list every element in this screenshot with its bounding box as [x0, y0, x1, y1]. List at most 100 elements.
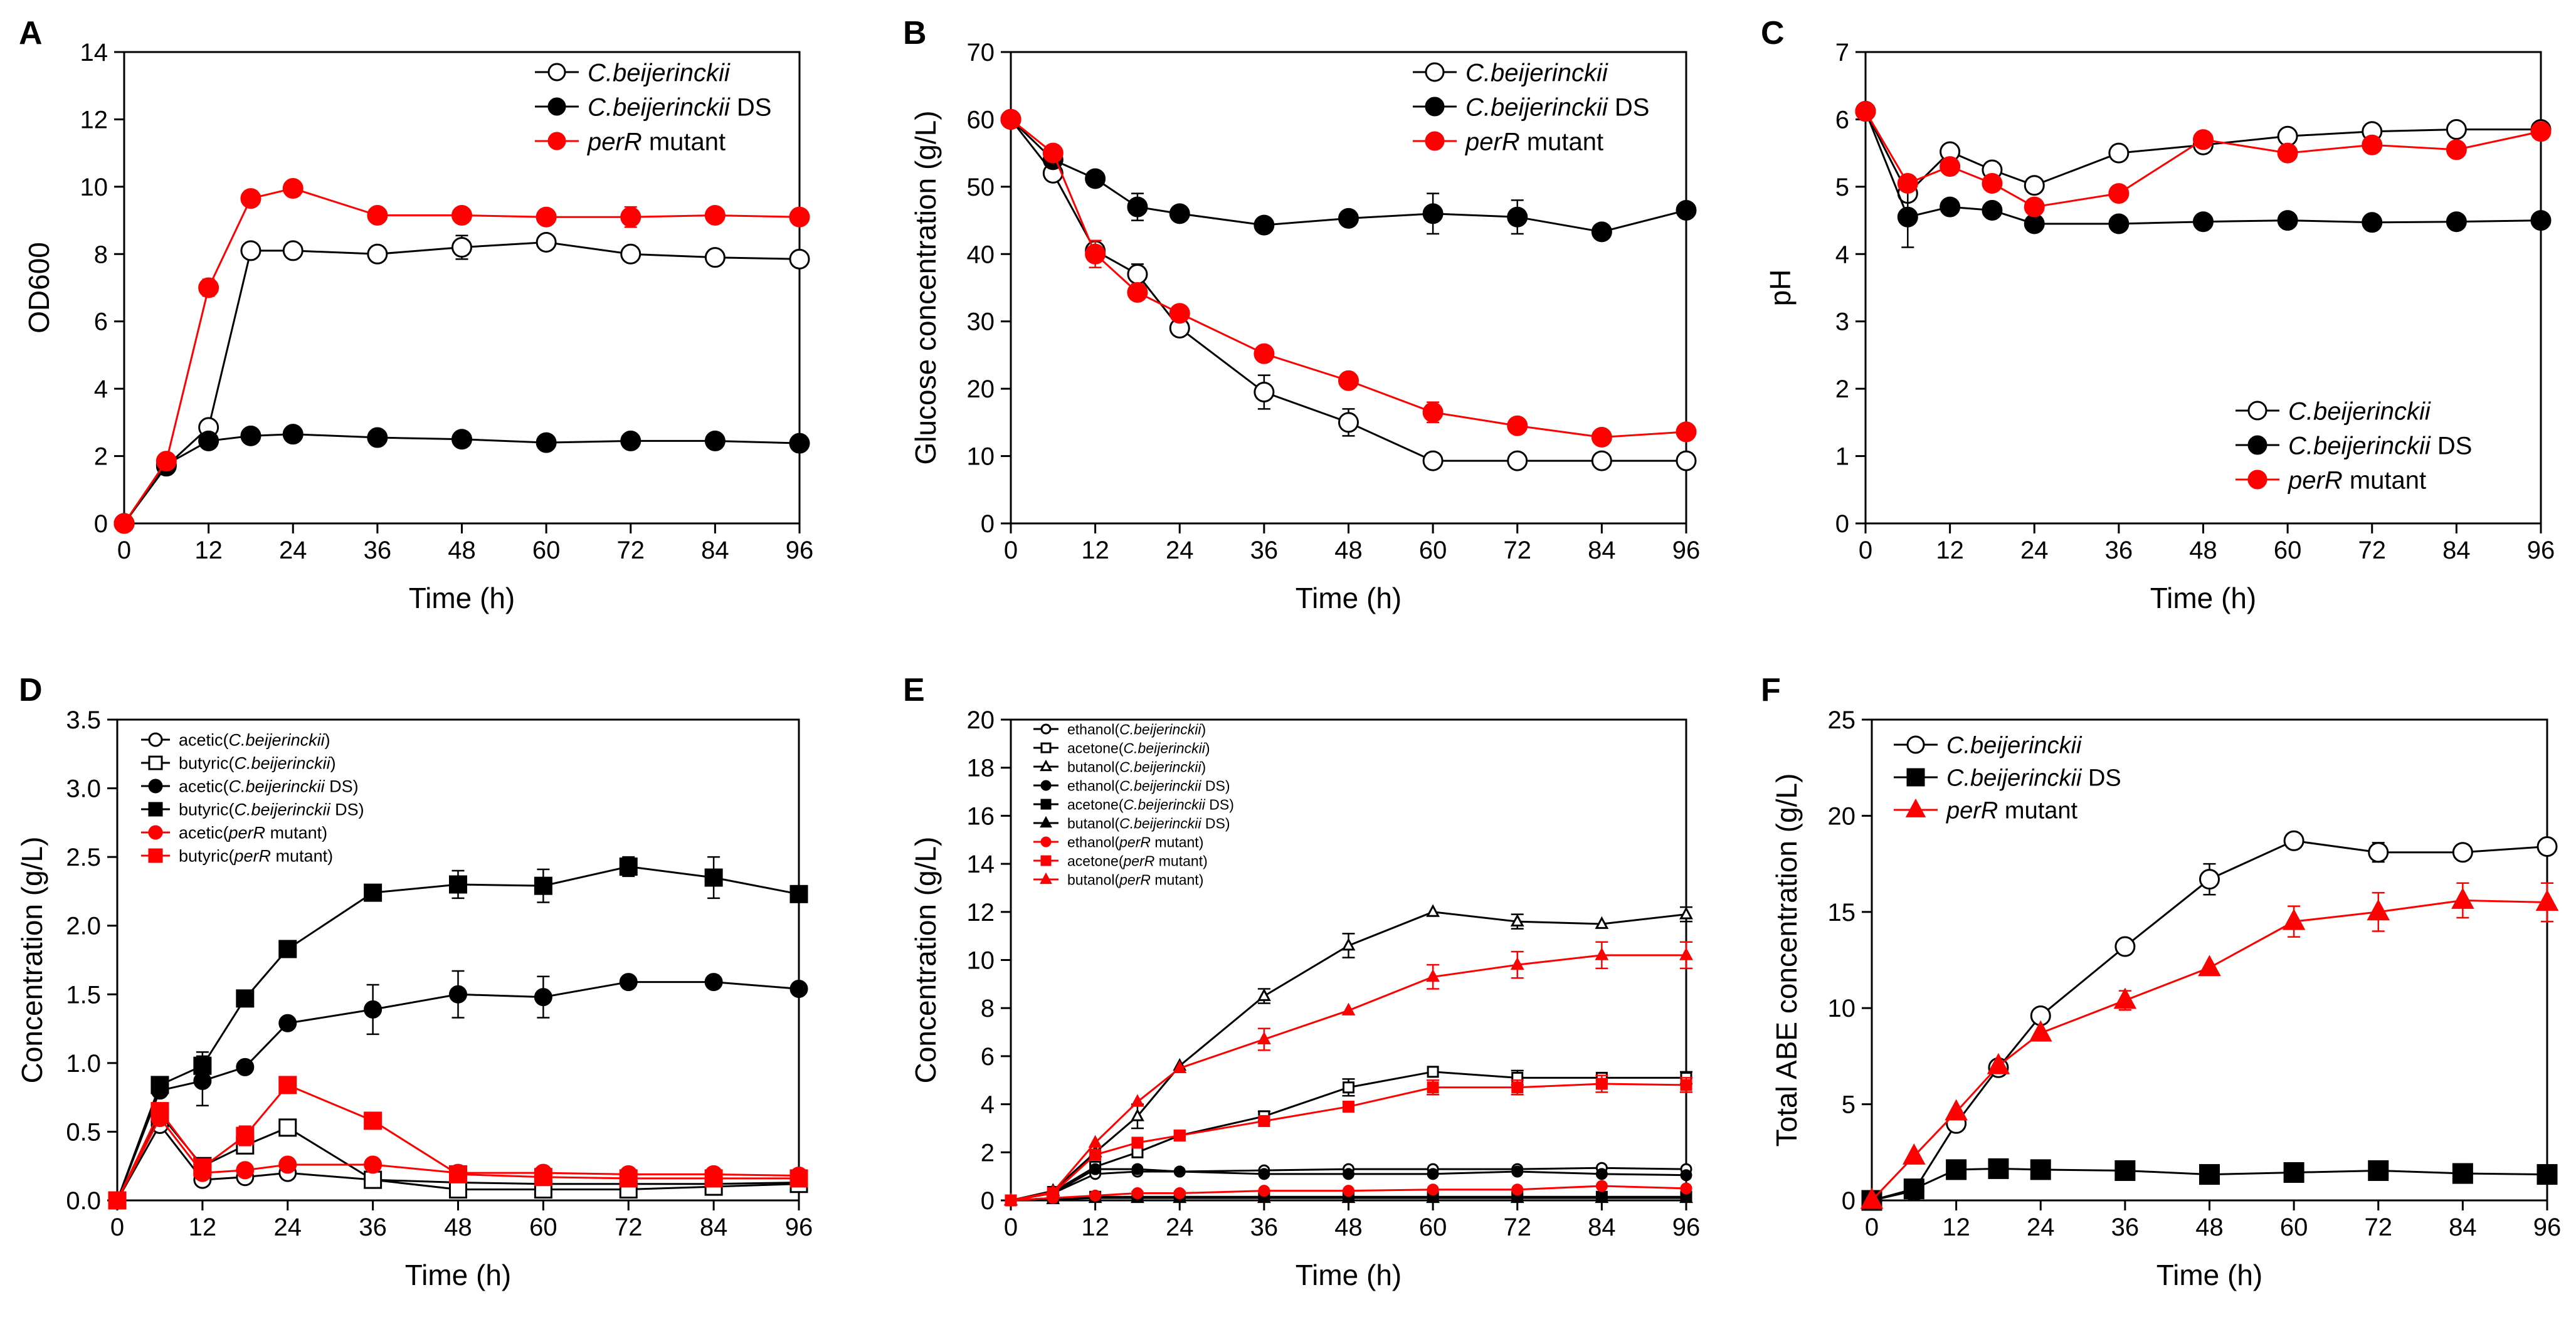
data-point: [108, 1191, 127, 1210]
data-point: [2446, 119, 2467, 140]
data-point: [1258, 1185, 1270, 1197]
panel-letter-f: F: [1761, 672, 1781, 708]
y-tick-label: 10: [80, 174, 108, 201]
data-point: [1343, 1185, 1354, 1197]
data-point: [1089, 1189, 1102, 1202]
y-tick-label: 10: [1828, 995, 1856, 1022]
x-tick-label: 36: [359, 1214, 387, 1241]
x-tick-label: 12: [1942, 1214, 1970, 1241]
x-tick-label: 60: [1419, 537, 1447, 564]
legend-marker: [547, 97, 566, 116]
y-tick-label: 40: [967, 241, 995, 268]
y-tick-label: 10: [967, 947, 995, 975]
data-point: [2446, 139, 2467, 160]
legend: C.beijerinckii C.beijerinckii DS perR muta…: [1413, 59, 1649, 155]
data-point: [2536, 1164, 2558, 1185]
x-axis-label: Time (h): [2150, 582, 2257, 614]
data-point: [2114, 936, 2136, 957]
data-point: [1127, 264, 1148, 285]
data-point: [236, 989, 255, 1008]
y-tick-label: 3.5: [66, 706, 101, 734]
y-tick-label: 3.0: [66, 775, 101, 803]
data-point: [1676, 421, 1697, 443]
x-tick-label: 24: [279, 537, 307, 564]
legend-marker: [1425, 97, 1445, 117]
x-tick-label: 60: [2280, 1214, 2308, 1241]
y-tick-label: 0: [981, 1187, 995, 1215]
data-point: [1343, 1168, 1354, 1180]
data-point: [1427, 1183, 1439, 1196]
data-point: [236, 1161, 255, 1180]
data-point: [536, 206, 557, 228]
data-point: [1595, 947, 1609, 960]
x-tick-label: 24: [1166, 1214, 1194, 1241]
y-tick-label: 5: [1842, 1091, 1855, 1119]
data-point: [1131, 1136, 1144, 1149]
data-point: [240, 240, 261, 261]
data-point: [278, 1014, 297, 1032]
data-point: [536, 432, 557, 453]
data-point: [620, 430, 641, 451]
series-2: [1860, 882, 2559, 1209]
legend-label: ethanol(perR mutant): [1067, 834, 1203, 850]
x-tick-label: 36: [2111, 1214, 2140, 1241]
data-point: [451, 205, 472, 226]
data-point: [1679, 947, 1693, 960]
data-point: [1004, 1192, 1018, 1205]
y-tick-label: 20: [967, 375, 995, 403]
legend-marker: [148, 755, 163, 770]
y-axis-label: Total ABE concentration (g/L): [1770, 774, 1803, 1147]
y-tick-label: 4: [94, 375, 108, 403]
data-point: [1131, 1187, 1144, 1199]
x-tick-label: 48: [1334, 537, 1363, 564]
legend: ethanol(C.beijerinckii) acetone(C.beijeri…: [1033, 721, 1234, 888]
legend-label: butyric(perR mutant): [179, 847, 333, 866]
data-point: [1595, 1078, 1608, 1090]
data-point: [789, 206, 810, 228]
data-point: [1940, 196, 1961, 218]
legend-marker: [1425, 62, 1445, 82]
panel-letter-b: B: [903, 15, 927, 51]
data-point: [2283, 830, 2304, 851]
legend-marker: [2247, 435, 2267, 455]
data-point: [1855, 101, 1876, 122]
legend-marker: [1040, 723, 1052, 735]
x-tick-label: 36: [1250, 1214, 1279, 1241]
x-tick-label: 24: [1166, 537, 1194, 564]
data-point: [1427, 1066, 1439, 1078]
data-point: [704, 430, 726, 451]
data-point: [150, 1076, 169, 1094]
x-tick-label: 24: [2027, 1214, 2055, 1241]
data-point: [198, 277, 219, 298]
data-point: [2446, 211, 2467, 233]
data-point: [278, 1076, 297, 1094]
y-tick-label: 18: [967, 755, 995, 782]
y-tick-label: 0: [981, 510, 995, 538]
data-point: [2368, 1160, 2389, 1181]
data-point: [1860, 1187, 1884, 1209]
data-point: [451, 237, 472, 258]
y-tick-label: 1.5: [66, 981, 101, 1009]
data-point: [2024, 196, 2045, 218]
data-point: [2277, 142, 2298, 164]
x-tick-label: 96: [2533, 1214, 2562, 1241]
data-point: [1131, 1094, 1144, 1107]
series-1: [113, 424, 810, 534]
data-point: [240, 425, 261, 446]
series-8: [1004, 941, 1693, 1205]
data-point: [1422, 450, 1444, 471]
y-axis-label: Concentration (g/L): [909, 837, 942, 1084]
legend-label: perR mutant: [1946, 798, 2078, 824]
x-tick-label: 60: [532, 537, 561, 564]
data-point: [1510, 913, 1524, 927]
y-tick-label: 70: [967, 39, 995, 66]
x-tick-label: 84: [701, 537, 729, 564]
legend-label: perR mutant: [587, 128, 726, 155]
data-point: [1422, 402, 1444, 423]
data-point: [704, 247, 726, 268]
x-tick-label: 96: [1672, 1214, 1701, 1241]
legend-label: acetic(C.beijerinckii DS): [179, 777, 359, 796]
data-point: [2367, 899, 2390, 921]
data-point: [1257, 988, 1271, 1001]
